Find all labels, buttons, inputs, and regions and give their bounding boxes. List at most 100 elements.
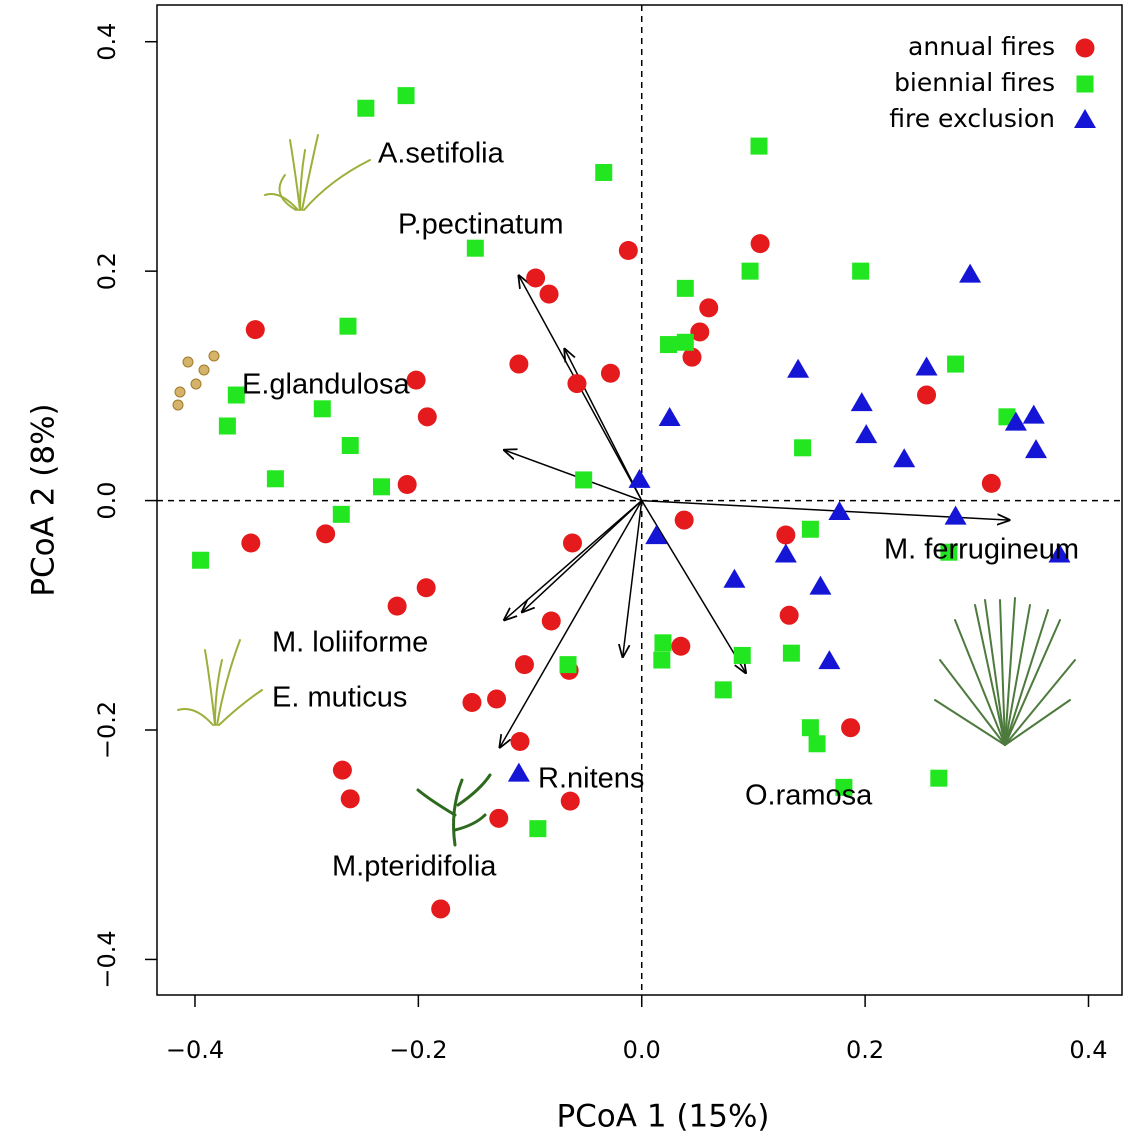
point <box>714 681 732 699</box>
point <box>526 268 546 288</box>
x-tick-label: −0.4 <box>166 1036 224 1064</box>
point <box>981 473 1001 493</box>
point <box>567 374 587 394</box>
point <box>575 471 593 489</box>
plant-icons <box>172 134 1076 847</box>
x-tick-label: 0.2 <box>846 1036 884 1064</box>
point <box>406 370 426 390</box>
y-tick-label: −0.4 <box>93 930 121 988</box>
point <box>266 470 284 488</box>
point <box>690 322 710 342</box>
point <box>782 644 800 662</box>
point <box>1024 439 1047 459</box>
point <box>339 317 357 335</box>
point <box>835 778 853 796</box>
y-tick-label: 0.2 <box>93 252 121 290</box>
point <box>723 568 746 588</box>
loading-arrow <box>504 450 642 502</box>
point <box>809 575 832 595</box>
point <box>431 899 451 919</box>
x-tick-label: −0.2 <box>389 1036 447 1064</box>
loading-arrow <box>500 500 643 748</box>
y-tick-label: 0.0 <box>93 481 121 519</box>
point <box>699 298 719 318</box>
point <box>917 385 937 405</box>
point <box>539 284 559 304</box>
loading-arrow <box>623 500 643 657</box>
species-label: M. ferrugineum <box>884 534 1079 566</box>
point <box>387 596 407 616</box>
y-tick-label: 0.4 <box>93 23 121 61</box>
point <box>733 646 751 664</box>
legend-label: fire exclusion <box>889 104 1055 133</box>
legend-marker <box>1075 38 1095 58</box>
point <box>514 655 534 675</box>
point <box>645 525 668 545</box>
y-tick-label: −0.2 <box>93 701 121 759</box>
point <box>313 400 331 418</box>
point <box>676 279 694 297</box>
y-axis-label: PCoA 2 (8%) <box>26 403 62 596</box>
point <box>218 417 236 435</box>
point <box>541 611 561 631</box>
point <box>787 358 810 378</box>
point <box>462 692 482 712</box>
point <box>801 520 819 538</box>
species-label: E. muticus <box>272 682 407 714</box>
point <box>671 636 691 656</box>
point <box>529 820 547 838</box>
point <box>654 634 672 652</box>
point <box>316 524 336 544</box>
species-label: A.setifolia <box>378 138 505 170</box>
point <box>676 333 694 351</box>
point <box>658 406 681 426</box>
point <box>779 605 799 625</box>
species-label: M. loliiforme <box>272 627 428 659</box>
point <box>750 137 768 155</box>
point <box>357 99 375 117</box>
point <box>947 355 965 373</box>
point <box>893 448 916 468</box>
point <box>801 719 819 737</box>
point <box>794 439 812 457</box>
loading-arrow <box>522 500 643 612</box>
point <box>245 320 265 340</box>
point <box>940 543 958 561</box>
point <box>653 651 671 669</box>
point <box>332 505 350 523</box>
point <box>776 525 796 545</box>
point <box>489 808 509 828</box>
point <box>417 407 437 427</box>
point <box>674 510 694 530</box>
legend-marker <box>1076 75 1094 93</box>
point <box>595 163 613 181</box>
point <box>397 87 415 105</box>
point <box>340 789 360 809</box>
point <box>850 392 873 412</box>
point <box>241 533 261 553</box>
point <box>944 505 967 525</box>
point <box>1004 411 1027 431</box>
x-tick-label: 0.4 <box>1069 1036 1107 1064</box>
legend-label: annual fires <box>908 32 1055 61</box>
loading-arrow <box>504 500 643 620</box>
point <box>559 656 577 674</box>
loading-arrow <box>641 499 1009 521</box>
point <box>397 475 417 495</box>
point <box>341 437 359 455</box>
point <box>618 240 638 260</box>
point <box>227 386 245 404</box>
legend-marker <box>1074 109 1096 128</box>
point <box>855 424 878 444</box>
point <box>808 735 826 753</box>
point <box>750 234 770 254</box>
point <box>332 760 352 780</box>
point <box>682 347 702 367</box>
point <box>1048 543 1071 563</box>
species-label: R.nitens <box>538 763 644 795</box>
point <box>828 501 851 521</box>
species-label: M.pteridifolia <box>332 851 497 883</box>
point <box>1022 404 1045 424</box>
x-axis-label: PCoA 1 (15%) <box>556 1099 769 1135</box>
point <box>416 578 436 598</box>
